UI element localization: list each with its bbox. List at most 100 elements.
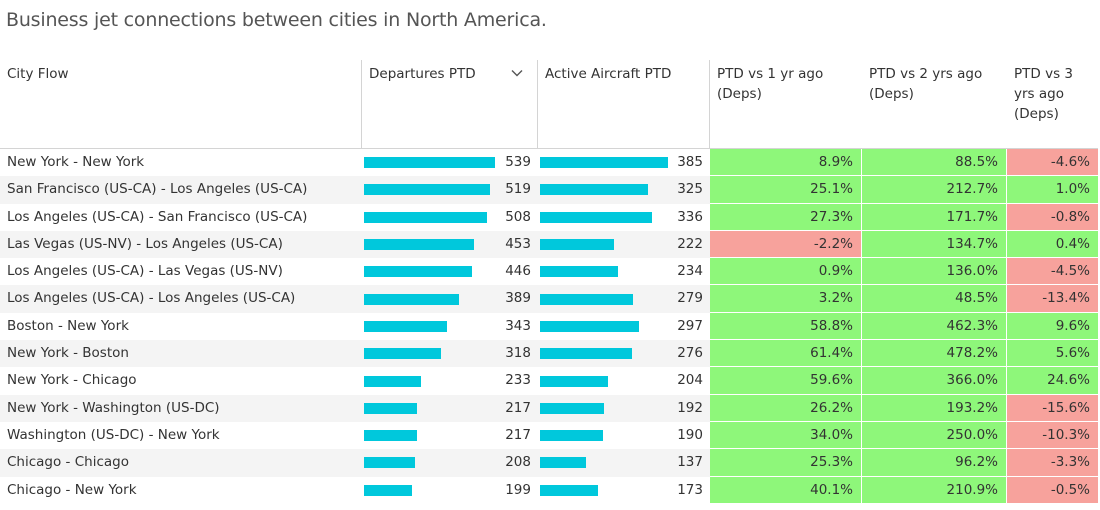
active-aircraft-bar	[540, 430, 604, 442]
city-flow-cell: Chicago - New York	[7, 481, 137, 498]
departures-cell: 519	[362, 176, 538, 203]
departures-cell: 233	[362, 367, 538, 394]
departures-value: 318	[505, 345, 531, 362]
column-header-ptd-3yr[interactable]: PTD vs 3 yrs ago (Deps)	[1007, 60, 1098, 148]
departures-value: 446	[505, 263, 531, 280]
departures-value: 539	[505, 154, 531, 170]
active-aircraft-bar	[540, 375, 608, 387]
table-row[interactable]: Los Angeles (US-CA) - San Francisco (US-…	[0, 203, 1098, 231]
city-flow-cell: Washington (US-DC) - New York	[7, 426, 220, 443]
departures-bar	[364, 430, 417, 442]
active-aircraft-cell: 192	[538, 395, 710, 422]
active-aircraft-bar	[540, 484, 598, 496]
departures-value: 453	[505, 235, 531, 252]
ptd-p3-cell: -10.3%	[1007, 421, 1098, 450]
active-aircraft-cell: 325	[538, 176, 710, 203]
table-header: City Flow Departures PTD Active Aircraft…	[0, 60, 1098, 149]
departures-bar	[364, 375, 421, 387]
departures-value: 217	[505, 426, 531, 443]
chart-title: Business jet connections between cities …	[6, 9, 547, 31]
ptd-p3-cell: -4.5%	[1007, 258, 1098, 286]
table-row[interactable]: New York - Boston 318 276 61.4% 478.2% 5.6%	[0, 340, 1098, 368]
column-header-ptd-1yr[interactable]: PTD vs 1 yr ago (Deps)	[710, 60, 862, 148]
active-aircraft-value: 325	[677, 181, 703, 198]
column-header-ptd-2yr[interactable]: PTD vs 2 yrs ago (Deps)	[862, 60, 1007, 148]
table-row[interactable]: San Francisco (US-CA) - Los Angeles (US-…	[0, 176, 1098, 204]
ptd-p3-cell: -4.6%	[1007, 149, 1098, 177]
active-aircraft-bar	[540, 320, 639, 332]
table-row[interactable]: New York - Chicago 233 204 59.6% 366.0% 24.6%	[0, 367, 1098, 395]
active-aircraft-cell: 276	[538, 340, 710, 367]
ptd-p1-cell: 25.3%	[710, 449, 862, 477]
table-row[interactable]: Chicago - New York 199 173 40.1% 210.9% -0.5%	[0, 476, 1098, 504]
table-row[interactable]: Los Angeles (US-CA) - Las Vegas (US-NV) 4…	[0, 258, 1098, 286]
table-row[interactable]: Washington (US-DC) - New York 217 190 34.0%…	[0, 421, 1098, 450]
active-aircraft-cell: 297	[538, 313, 710, 340]
active-aircraft-bar	[540, 402, 604, 414]
departures-bar	[364, 239, 475, 251]
table-row[interactable]: Las Vegas (US-NV) - Los Angeles (US-CA) 4…	[0, 230, 1098, 259]
active-aircraft-cell: 385	[538, 149, 710, 176]
ptd-p2-cell: 210.9%	[862, 476, 1007, 504]
ptd-p1-cell: 8.9%	[710, 149, 862, 177]
city-flow-cell: Boston - New York	[7, 317, 129, 334]
city-flow-cell: New York - Washington (US-DC)	[7, 399, 220, 416]
departures-cell: 343	[362, 313, 538, 340]
active-aircraft-cell: 222	[538, 231, 710, 258]
ptd-p2-cell: 171.7%	[862, 203, 1007, 231]
table-row[interactable]: Boston - New York 343 297 58.8% 462.3% 9.6%	[0, 312, 1098, 341]
departures-cell: 446	[362, 258, 538, 285]
departures-cell: 389	[362, 285, 538, 312]
active-aircraft-cell: 279	[538, 285, 710, 312]
city-flow-cell: Los Angeles (US-CA) - San Francisco (US-…	[7, 208, 308, 225]
active-aircraft-value: 336	[677, 208, 703, 225]
ptd-p3-cell: 24.6%	[1007, 367, 1098, 395]
active-aircraft-cell: 137	[538, 449, 710, 476]
chevron-down-icon[interactable]	[511, 69, 523, 77]
departures-cell: 199	[362, 477, 538, 504]
ptd-p3-cell: 9.6%	[1007, 312, 1098, 341]
departures-value: 208	[505, 454, 531, 471]
active-aircraft-bar	[540, 211, 652, 223]
active-aircraft-value: 385	[677, 154, 703, 170]
city-flow-cell: Chicago - Chicago	[7, 454, 129, 471]
city-flow-cell: New York - Boston	[7, 345, 129, 362]
table-row[interactable]: New York - Washington (US-DC) 217 192 26.2%…	[0, 394, 1098, 422]
city-flow-cell: Los Angeles (US-CA) - Las Vegas (US-NV)	[7, 263, 283, 280]
column-header-label: Departures PTD	[369, 66, 476, 82]
column-header-departures[interactable]: Departures PTD	[362, 60, 538, 148]
departures-value: 199	[505, 481, 531, 498]
departures-value: 519	[505, 181, 531, 198]
table-row[interactable]: Chicago - Chicago 208 137 25.3% 96.2% -3.3%	[0, 449, 1098, 477]
table-row[interactable]: Los Angeles (US-CA) - Los Angeles (US-CA…	[0, 285, 1098, 313]
departures-cell: 217	[362, 395, 538, 422]
active-aircraft-value: 192	[677, 399, 703, 416]
active-aircraft-bar	[540, 348, 632, 360]
active-aircraft-cell: 204	[538, 367, 710, 394]
active-aircraft-value: 137	[677, 454, 703, 471]
ptd-p3-cell: 0.4%	[1007, 230, 1098, 259]
departures-bar	[364, 402, 417, 414]
active-aircraft-value: 279	[677, 290, 703, 307]
column-header-active-aircraft[interactable]: Active Aircraft PTD	[538, 60, 710, 148]
ptd-p2-cell: 134.7%	[862, 230, 1007, 259]
column-header-label: PTD vs 3 yrs ago (Deps)	[1014, 66, 1073, 122]
ptd-p2-cell: 462.3%	[862, 312, 1007, 341]
ptd-p3-cell: -3.3%	[1007, 449, 1098, 477]
ptd-p1-cell: 26.2%	[710, 394, 862, 422]
ptd-p3-cell: -0.5%	[1007, 476, 1098, 504]
ptd-p2-cell: 48.5%	[862, 285, 1007, 313]
active-aircraft-bar	[540, 293, 633, 305]
ptd-p3-cell: -0.8%	[1007, 203, 1098, 231]
column-header-label: PTD vs 2 yrs ago (Deps)	[869, 66, 983, 102]
departures-bar	[364, 484, 413, 496]
city-flow-cell: New York - New York	[7, 154, 145, 170]
departures-bar	[364, 457, 415, 469]
departures-bar	[364, 320, 448, 332]
column-header-city-flow[interactable]: City Flow	[0, 60, 362, 148]
table-body: New York - New York 539 385 8.9% 88.5% -4.6% S…	[0, 149, 1098, 504]
ptd-p2-cell: 193.2%	[862, 394, 1007, 422]
table-row[interactable]: New York - New York 539 385 8.9% 88.5% -4.6%	[0, 149, 1098, 177]
active-aircraft-cell: 190	[538, 422, 710, 449]
active-aircraft-cell: 173	[538, 477, 710, 504]
